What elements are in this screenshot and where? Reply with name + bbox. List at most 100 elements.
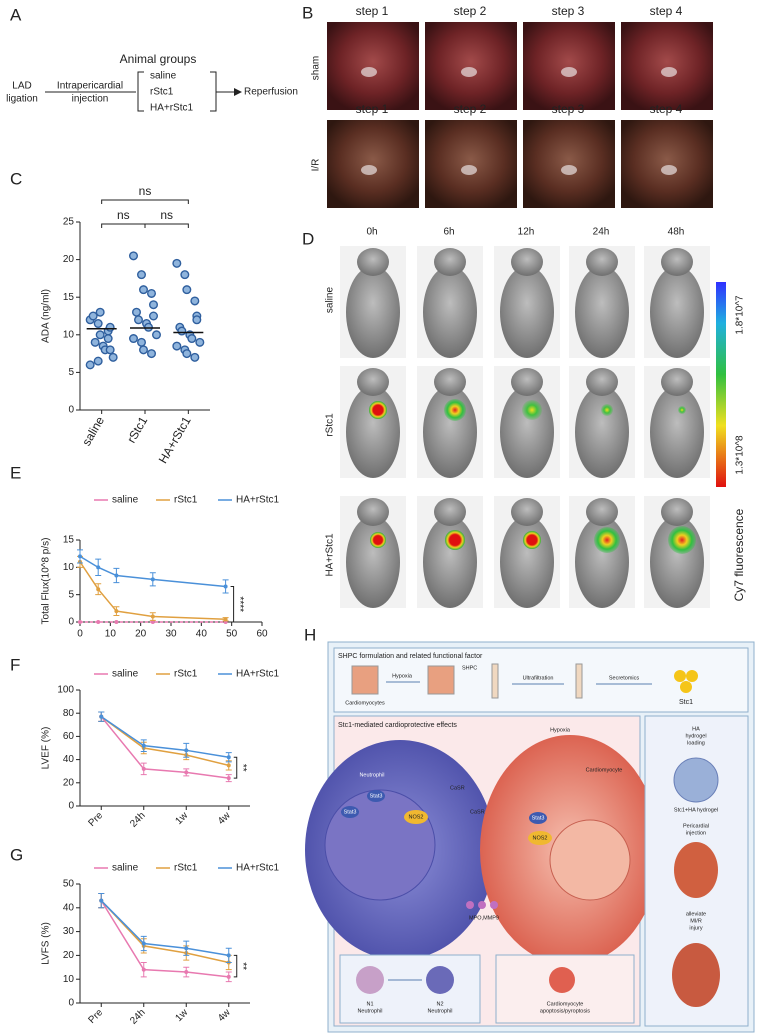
node — [341, 806, 359, 818]
marker — [223, 617, 228, 622]
highlight — [561, 67, 577, 77]
panel-d: saline rStc1 HA+rStc1 1.8*10^7 1.3*10^8 … — [325, 282, 746, 601]
x-tick-label: 4w — [216, 810, 233, 827]
legend-label: saline — [112, 669, 139, 680]
dot — [190, 296, 200, 306]
highlight — [661, 67, 677, 77]
label: Cardiomyocyte — [586, 767, 623, 773]
y-tick-label: 10 — [63, 329, 75, 340]
y-tick-label: 20 — [63, 777, 75, 788]
label: Neutrophil — [359, 772, 384, 778]
mouse-head — [586, 248, 618, 276]
dot — [172, 341, 182, 351]
marker — [78, 620, 82, 624]
dot — [151, 330, 161, 340]
x-tick-label: saline — [79, 414, 107, 448]
dot — [103, 334, 113, 344]
x-tick-label: 30 — [165, 629, 177, 640]
time-label: 12h — [518, 227, 535, 238]
panel-a: Animal groups LAD ligation Intrapericard… — [6, 52, 298, 113]
beaker — [351, 665, 379, 695]
protein — [674, 670, 686, 682]
label: Ultrafiltration — [523, 675, 554, 681]
label: HA — [692, 726, 700, 732]
x-tick-label: 10 — [105, 629, 117, 640]
series-line — [100, 716, 229, 759]
colorbar-title: Cy7 fluorescence — [732, 508, 746, 601]
arrow — [234, 88, 242, 96]
dot — [105, 322, 115, 332]
label: SHPC — [462, 665, 477, 671]
highlight — [561, 165, 577, 175]
dot — [192, 315, 202, 325]
y-tick-label: 10 — [63, 974, 75, 985]
label: apoptosis/pyroptosis — [540, 1008, 590, 1014]
y-tick-label: 15 — [63, 292, 75, 303]
y-tick-label: 25 — [63, 217, 75, 228]
group: HA+rStc1 — [150, 103, 194, 114]
series-line — [79, 561, 226, 621]
photo — [523, 120, 615, 208]
step-label: step 2 — [454, 4, 487, 18]
time-label: 24h — [593, 227, 610, 238]
series-line — [100, 716, 229, 767]
heart — [672, 943, 720, 1007]
label: MI/R — [690, 918, 702, 924]
hydrogel — [673, 757, 719, 803]
marker — [184, 946, 189, 951]
node — [528, 831, 552, 845]
mouse-head — [511, 498, 543, 526]
row-label: HA+rStc1 — [325, 533, 336, 577]
x-tick-label: 24h — [128, 1007, 148, 1027]
y-tick-label: 5 — [68, 589, 74, 600]
bracket — [137, 71, 144, 112]
label: Neutrophil — [427, 1008, 452, 1014]
marker — [150, 614, 155, 619]
legend-label: HA+rStc1 — [236, 495, 280, 506]
group: rStc1 — [150, 87, 174, 98]
panel-label: G — [10, 845, 23, 864]
label: MPO,MMP9 — [469, 915, 499, 921]
time-label: 0h — [366, 227, 377, 238]
mouse — [650, 386, 704, 478]
mouse-head — [434, 248, 466, 276]
label: NOS2 — [409, 814, 424, 820]
dot — [138, 285, 148, 295]
legend-label: rStc1 — [174, 495, 198, 506]
mouse — [500, 386, 554, 478]
mouse — [346, 266, 400, 358]
dot — [182, 349, 192, 359]
row-label: I/R — [311, 159, 322, 172]
dot — [90, 337, 100, 347]
mouse-head — [586, 498, 618, 526]
marker — [141, 941, 146, 946]
marker — [150, 577, 155, 582]
mouse — [500, 266, 554, 358]
dot — [148, 311, 158, 321]
panel-label: H — [304, 625, 316, 644]
mouse — [650, 266, 704, 358]
x-tick-label: 20 — [135, 629, 147, 640]
protein — [686, 670, 698, 682]
colorbar-label: 1.3*10^8 — [735, 435, 746, 475]
marker — [99, 898, 104, 903]
label: CaSR — [450, 785, 465, 791]
panel-label: E — [10, 463, 21, 482]
label: injury — [689, 925, 702, 931]
x-tick-label: 40 — [196, 629, 208, 640]
label: Stat3 — [344, 809, 357, 815]
label: Hypoxia — [550, 727, 571, 733]
dot — [85, 360, 95, 370]
annotation: ns — [139, 184, 152, 198]
photo — [621, 120, 713, 208]
panel-label: B — [302, 3, 313, 22]
step-label: step 4 — [650, 4, 683, 18]
highlight — [361, 165, 377, 175]
label: Pericardial — [683, 823, 709, 829]
mouse-head — [357, 248, 389, 276]
marker — [226, 755, 231, 760]
label: injection — [686, 830, 706, 836]
legend-label: HA+rStc1 — [236, 863, 280, 874]
x-tick-label: 0 — [77, 629, 83, 640]
dot — [190, 352, 200, 362]
